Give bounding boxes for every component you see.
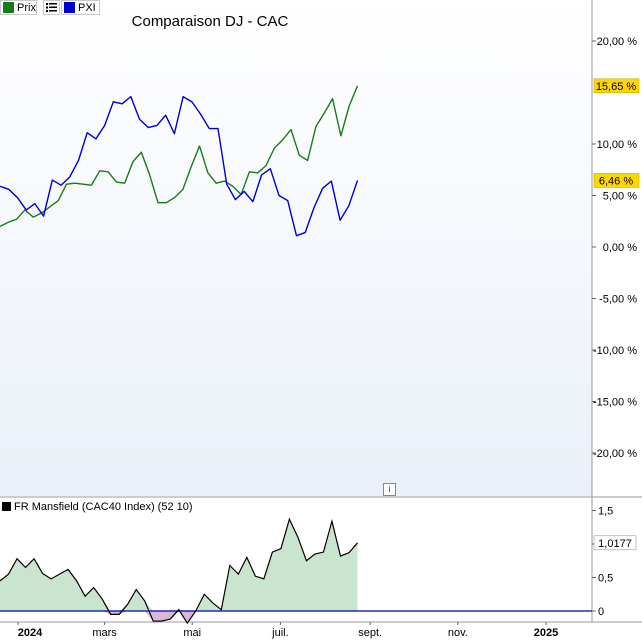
legend-prix[interactable]: Prix [0, 0, 37, 15]
mansfield-last-badge [593, 535, 637, 551]
y-tick-label: 5,00 % [603, 191, 637, 203]
y-tick-label: 20,00 % [597, 36, 638, 48]
legend-pxi[interactable]: PXI [61, 0, 100, 15]
list-icon-glyph [46, 3, 57, 12]
x-tick-label: nov. [448, 627, 468, 639]
lower-y-tick-label: 0 [598, 606, 604, 618]
mansfield-line [0, 517, 358, 625]
legend-prix-label: Prix [17, 1, 36, 14]
last-value-label-pxi: 6,46 % [599, 175, 633, 187]
x-tick-label: 2024 [18, 627, 43, 639]
y-tick-label: -15,00 % [593, 397, 637, 409]
x-tick-label: 2025 [534, 627, 558, 639]
x-tick-label: mai [183, 627, 201, 639]
x-tick-label: juil. [271, 627, 289, 639]
y-tick-label: -5,00 % [599, 294, 637, 306]
y-tick-label: 0,00 % [603, 242, 637, 254]
legend-pxi-label: PXI [78, 1, 96, 14]
mansfield-swatch [2, 502, 11, 511]
last-value-badge-prix [593, 78, 640, 94]
last-value-label-prix: 15,65 % [596, 81, 637, 93]
y-tick-label: -20,00 % [593, 448, 637, 460]
info-icon[interactable]: i [383, 483, 396, 496]
lower-y-tick-label: 1,5 [598, 506, 613, 518]
y-tick-label: -10,00 % [593, 345, 637, 357]
x-tick-label: mars [92, 627, 117, 639]
mansfield-legend[interactable]: FR Mansfield (CAC40 Index) (52 10) [0, 499, 197, 514]
mansfield-last-label: 1,0177 [598, 538, 632, 550]
mansfield-area-positive [0, 519, 358, 611]
last-value-badge-pxi [593, 173, 640, 188]
chart-title: Comparaison DJ - CAC [131, 13, 289, 30]
prix-swatch [3, 2, 14, 13]
mansfield-title: FR Mansfield (CAC40 Index) (52 10) [14, 500, 193, 513]
y-tick-label: 10,00 % [597, 139, 638, 151]
list-icon[interactable] [43, 0, 60, 15]
pxi-swatch [64, 2, 75, 13]
upper-plot-bg [0, 0, 592, 496]
lower-y-tick-label: 0,5 [598, 573, 613, 585]
series-line-prix [0, 85, 359, 228]
series-line-pxi [0, 95, 359, 237]
x-tick-label: sept. [358, 627, 382, 639]
